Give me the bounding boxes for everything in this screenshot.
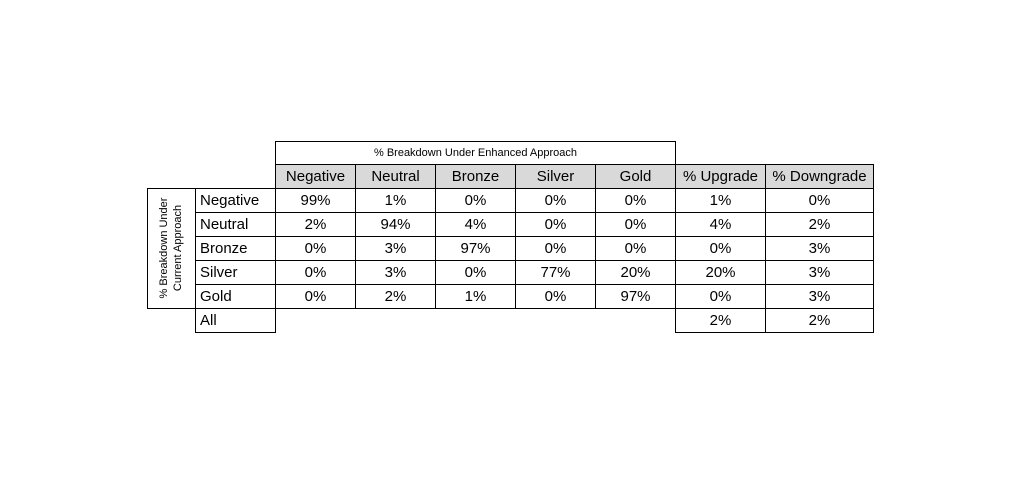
total-cell: 2%: [765, 308, 874, 333]
data-cell: 1%: [435, 284, 516, 309]
data-cell: 1%: [675, 188, 766, 213]
row-label: Silver: [195, 260, 276, 285]
data-cell: 0%: [675, 284, 766, 309]
column-header: % Upgrade: [675, 164, 766, 189]
data-cell: 1%: [355, 188, 436, 213]
data-cell: 3%: [765, 284, 874, 309]
data-cell: 0%: [435, 260, 516, 285]
data-cell: 4%: [675, 212, 766, 237]
data-cell: 3%: [765, 236, 874, 261]
data-cell: 0%: [595, 188, 676, 213]
row-axis-label: Current Approach: [172, 205, 184, 291]
column-header: Neutral: [355, 164, 436, 189]
data-cell: 0%: [675, 236, 766, 261]
data-cell: 0%: [275, 260, 356, 285]
data-cell: 99%: [275, 188, 356, 213]
column-header: Gold: [595, 164, 676, 189]
data-cell: 2%: [275, 212, 356, 237]
data-cell: 0%: [275, 284, 356, 309]
data-cell: 2%: [765, 212, 874, 237]
data-cell: 97%: [435, 236, 516, 261]
column-header: Bronze: [435, 164, 516, 189]
data-cell: 77%: [515, 260, 596, 285]
table-title: % Breakdown Under Enhanced Approach: [275, 141, 676, 165]
row-label: Gold: [195, 284, 276, 309]
data-cell: 0%: [275, 236, 356, 261]
data-cell: 3%: [355, 236, 436, 261]
row-label: Negative: [195, 188, 276, 213]
data-cell: 0%: [515, 284, 596, 309]
data-cell: 20%: [595, 260, 676, 285]
data-cell: 3%: [765, 260, 874, 285]
data-cell: 4%: [435, 212, 516, 237]
data-cell: 97%: [595, 284, 676, 309]
data-cell: 0%: [515, 236, 596, 261]
total-label: All: [195, 308, 276, 333]
row-axis-label: % Breakdown Under: [158, 197, 170, 298]
data-cell: 0%: [515, 212, 596, 237]
data-cell: 20%: [675, 260, 766, 285]
row-label: Neutral: [195, 212, 276, 237]
column-header: Negative: [275, 164, 356, 189]
data-cell: 94%: [355, 212, 436, 237]
data-cell: 3%: [355, 260, 436, 285]
data-cell: 0%: [515, 188, 596, 213]
row-label: Bronze: [195, 236, 276, 261]
column-header: % Downgrade: [765, 164, 874, 189]
data-cell: 2%: [355, 284, 436, 309]
column-header: Silver: [515, 164, 596, 189]
data-cell: 0%: [595, 236, 676, 261]
total-cell: 2%: [675, 308, 766, 333]
data-cell: 0%: [435, 188, 516, 213]
data-cell: 0%: [765, 188, 874, 213]
row-axis-label-box: % Breakdown Under Current Approach: [147, 188, 196, 309]
data-cell: 0%: [595, 212, 676, 237]
